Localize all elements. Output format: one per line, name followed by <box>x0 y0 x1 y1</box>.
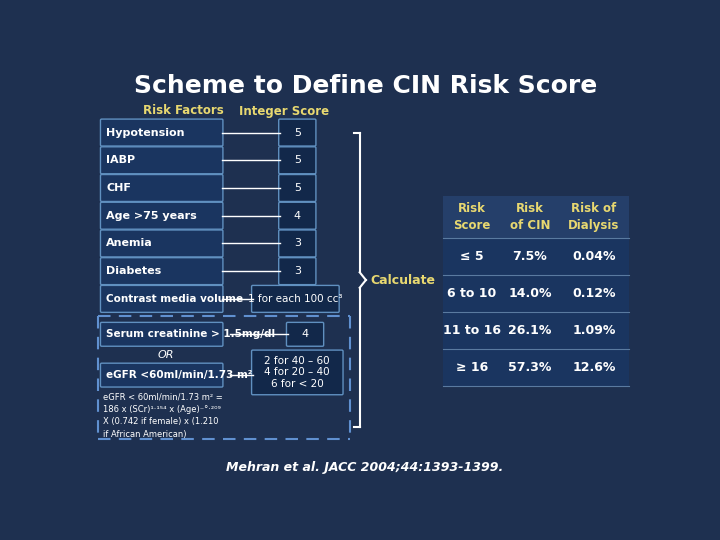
Text: Serum creatinine > 1.5mg/dl: Serum creatinine > 1.5mg/dl <box>107 329 275 339</box>
Text: OR: OR <box>157 350 174 360</box>
Text: 1.09%: 1.09% <box>572 324 616 337</box>
Text: Scheme to Define CIN Risk Score: Scheme to Define CIN Risk Score <box>133 75 597 98</box>
Text: 3: 3 <box>294 266 301 276</box>
FancyBboxPatch shape <box>279 202 316 229</box>
FancyBboxPatch shape <box>101 174 223 201</box>
FancyBboxPatch shape <box>279 174 316 201</box>
Text: 7.5%: 7.5% <box>513 250 547 263</box>
Text: 3: 3 <box>294 239 301 248</box>
Text: 57.3%: 57.3% <box>508 361 552 374</box>
Bar <box>443 195 629 238</box>
Text: 1 for each 100 cc³: 1 for each 100 cc³ <box>248 294 343 304</box>
Text: Integer Score: Integer Score <box>239 105 329 118</box>
FancyBboxPatch shape <box>101 147 223 174</box>
Bar <box>443 238 629 386</box>
Text: Risk
Score: Risk Score <box>453 202 490 232</box>
Text: ≤ 5: ≤ 5 <box>460 250 484 263</box>
FancyBboxPatch shape <box>101 286 223 312</box>
Text: Diabetes: Diabetes <box>107 266 161 276</box>
FancyBboxPatch shape <box>287 322 324 346</box>
Text: 4: 4 <box>294 211 301 221</box>
Text: 5: 5 <box>294 183 301 193</box>
Text: Risk
of CIN: Risk of CIN <box>510 202 550 232</box>
Text: 2 for 40 – 60
4 for 20 – 40
6 for < 20: 2 for 40 – 60 4 for 20 – 40 6 for < 20 <box>264 356 330 389</box>
Text: 5: 5 <box>294 127 301 138</box>
FancyBboxPatch shape <box>251 350 343 395</box>
FancyBboxPatch shape <box>279 258 316 285</box>
FancyBboxPatch shape <box>251 286 339 312</box>
FancyBboxPatch shape <box>279 230 316 257</box>
Text: Anemia: Anemia <box>107 239 153 248</box>
Text: Risk of
Dialysis: Risk of Dialysis <box>568 202 619 232</box>
FancyBboxPatch shape <box>101 119 223 146</box>
FancyBboxPatch shape <box>101 363 223 387</box>
Text: 11 to 16: 11 to 16 <box>443 324 500 337</box>
Text: 0.04%: 0.04% <box>572 250 616 263</box>
Text: 6 to 10: 6 to 10 <box>447 287 496 300</box>
Text: Hypotension: Hypotension <box>107 127 185 138</box>
FancyBboxPatch shape <box>101 258 223 285</box>
Text: 5: 5 <box>294 156 301 165</box>
Text: 0.12%: 0.12% <box>572 287 616 300</box>
FancyBboxPatch shape <box>101 322 223 346</box>
Text: Calculate: Calculate <box>371 274 436 287</box>
FancyBboxPatch shape <box>279 119 316 146</box>
Text: eGFR <60ml/min/1.73 m²: eGFR <60ml/min/1.73 m² <box>107 370 253 380</box>
Text: Age >75 years: Age >75 years <box>107 211 197 221</box>
FancyBboxPatch shape <box>101 202 223 229</box>
FancyBboxPatch shape <box>279 147 316 174</box>
Text: IABP: IABP <box>107 156 135 165</box>
FancyBboxPatch shape <box>101 230 223 257</box>
Text: 4: 4 <box>302 329 309 339</box>
Text: Risk Factors: Risk Factors <box>143 105 223 118</box>
Text: eGFR < 60ml/min/1.73 m² =
186 x (SCr)¹·¹⁵⁴ x (Age)⁻°·²⁰⁹
X (0.742 if female) x (: eGFR < 60ml/min/1.73 m² = 186 x (SCr)¹·¹… <box>103 392 223 438</box>
Text: 12.6%: 12.6% <box>572 361 616 374</box>
Text: Mehran et al. JACC 2004;44:1393-1399.: Mehran et al. JACC 2004;44:1393-1399. <box>227 461 504 474</box>
Text: Contrast media volume: Contrast media volume <box>107 294 243 304</box>
Text: CHF: CHF <box>107 183 131 193</box>
Text: ≥ 16: ≥ 16 <box>456 361 488 374</box>
Text: 14.0%: 14.0% <box>508 287 552 300</box>
Text: 26.1%: 26.1% <box>508 324 552 337</box>
